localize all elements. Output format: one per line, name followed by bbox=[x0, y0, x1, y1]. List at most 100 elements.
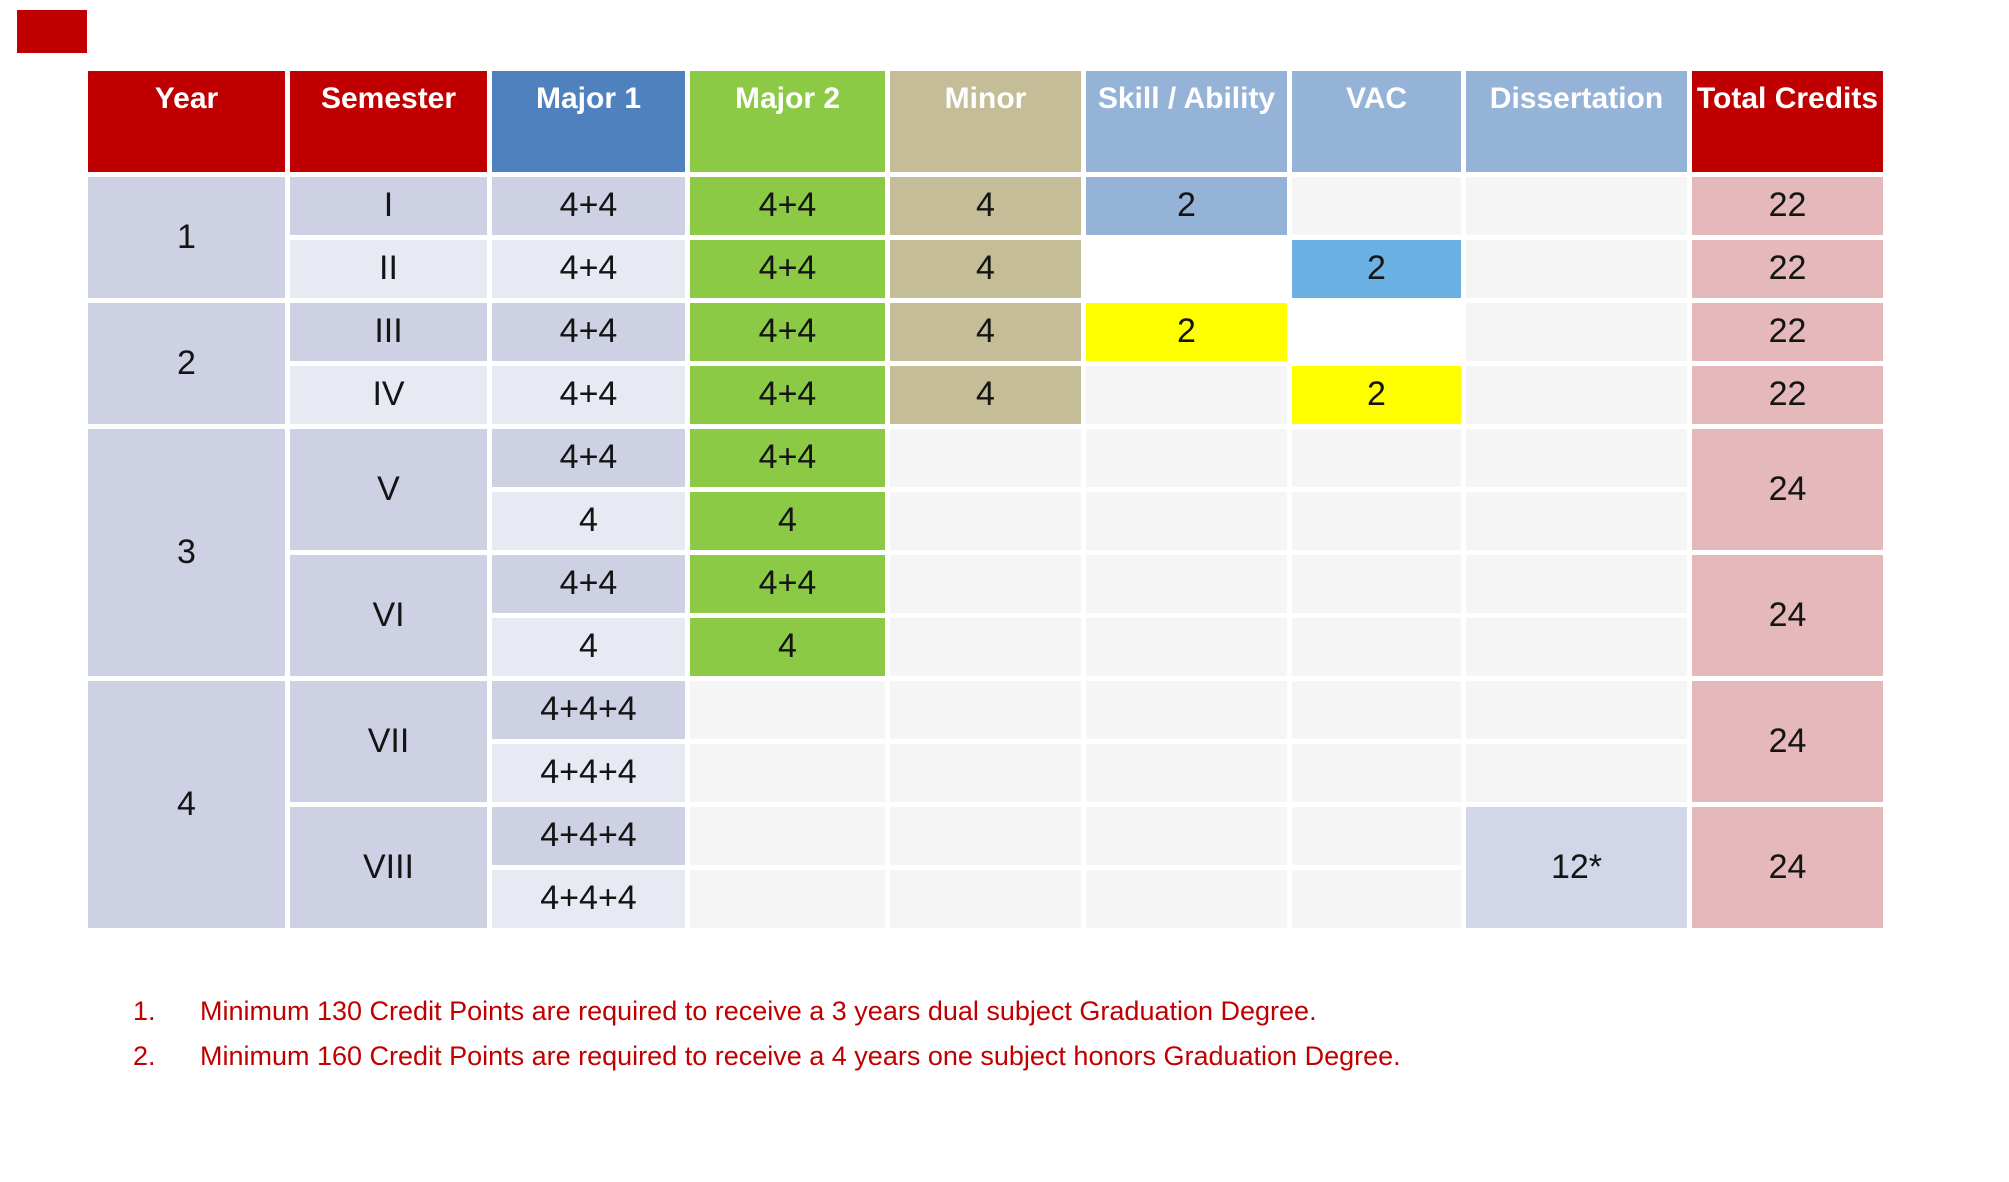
cell-vac-sem7b-empty bbox=[1292, 744, 1461, 802]
col-header-minor: Minor bbox=[890, 71, 1081, 172]
cell-minor-sem8a-empty bbox=[890, 807, 1081, 865]
cell-dissertation-sem7a-empty bbox=[1466, 681, 1687, 739]
cell-skill-sem6a-empty bbox=[1086, 555, 1287, 613]
cell-major2-sem5a: 4+4 bbox=[690, 429, 885, 487]
cell-major2-sem1: 4+4 bbox=[690, 177, 885, 235]
cell-major1-sem6b: 4 bbox=[492, 618, 685, 676]
cell-dissertation-sem5a-empty bbox=[1466, 429, 1687, 487]
cell-dissertation-sem5b-empty bbox=[1466, 492, 1687, 550]
cell-vac-sem6a-empty bbox=[1292, 555, 1461, 613]
footnote-2-number: 2. bbox=[133, 1041, 156, 1072]
row-sem-8a: VIII 4+4+4 12* 24 bbox=[88, 807, 1883, 928]
row-sem-2: II 4+4 4+4 4 2 22 bbox=[88, 240, 1883, 298]
cell-minor-sem7a-empty bbox=[890, 681, 1081, 739]
cell-minor-sem3: 4 bbox=[890, 303, 1081, 361]
cell-vac-sem4: 2 bbox=[1292, 366, 1461, 424]
cell-total-sem1: 22 bbox=[1692, 177, 1883, 235]
cell-major1-sem6a: 4+4 bbox=[492, 555, 685, 613]
cell-vac-sem2: 2 bbox=[1292, 240, 1461, 298]
cell-minor-sem8b-empty bbox=[890, 870, 1081, 928]
cell-skill-sem5b-empty bbox=[1086, 492, 1287, 550]
cell-dissertation-sem4-empty bbox=[1466, 366, 1687, 424]
cell-total-sem4: 22 bbox=[1692, 366, 1883, 424]
cell-total-sem5: 24 bbox=[1692, 429, 1883, 550]
cell-major1-sem2: 4+4 bbox=[492, 240, 685, 298]
col-header-semester: Semester bbox=[290, 71, 487, 172]
cell-major2-sem8a-empty bbox=[690, 807, 885, 865]
cell-major2-sem6b: 4 bbox=[690, 618, 885, 676]
cell-semester-vii: VII bbox=[290, 681, 487, 802]
cell-vac-sem1-empty bbox=[1292, 177, 1461, 235]
cell-minor-sem6a-empty bbox=[890, 555, 1081, 613]
cell-skill-sem3: 2 bbox=[1086, 303, 1287, 361]
cell-vac-sem7a-empty bbox=[1292, 681, 1461, 739]
cell-vac-sem5b-empty bbox=[1292, 492, 1461, 550]
header-row: Year Semester Major 1 Major 2 Minor Skil… bbox=[88, 71, 1883, 172]
cell-skill-sem2-empty bbox=[1086, 240, 1287, 298]
cell-major2-sem4: 4+4 bbox=[690, 366, 885, 424]
cell-minor-sem7b-empty bbox=[890, 744, 1081, 802]
red-accent-rectangle bbox=[17, 10, 87, 53]
col-header-dissertation: Dissertation bbox=[1466, 71, 1687, 172]
cell-major2-sem7b-empty bbox=[690, 744, 885, 802]
footnote-2: 2. Minimum 160 Credit Points are require… bbox=[133, 1038, 1401, 1074]
cell-major2-sem5b: 4 bbox=[690, 492, 885, 550]
cell-skill-sem6b-empty bbox=[1086, 618, 1287, 676]
cell-semester-viii: VIII bbox=[290, 807, 487, 928]
cell-minor-sem1: 4 bbox=[890, 177, 1081, 235]
cell-total-sem6: 24 bbox=[1692, 555, 1883, 676]
cell-major1-sem3: 4+4 bbox=[492, 303, 685, 361]
cell-major1-sem4: 4+4 bbox=[492, 366, 685, 424]
cell-semester-vi: VI bbox=[290, 555, 487, 676]
cell-minor-sem6b-empty bbox=[890, 618, 1081, 676]
cell-dissertation-sem8: 12* bbox=[1466, 807, 1687, 928]
cell-skill-sem5a-empty bbox=[1086, 429, 1287, 487]
col-header-skill-ability: Skill / Ability bbox=[1086, 71, 1287, 172]
col-header-vac: VAC bbox=[1292, 71, 1461, 172]
cell-skill-sem7b-empty bbox=[1086, 744, 1287, 802]
cell-year-3: 3 bbox=[88, 429, 285, 676]
cell-year-1: 1 bbox=[88, 177, 285, 298]
cell-year-2: 2 bbox=[88, 303, 285, 424]
cell-total-sem2: 22 bbox=[1692, 240, 1883, 298]
cell-semester-ii: II bbox=[290, 240, 487, 298]
cell-dissertation-sem3-empty bbox=[1466, 303, 1687, 361]
cell-total-sem7: 24 bbox=[1692, 681, 1883, 802]
cell-major1-sem7b: 4+4+4 bbox=[492, 744, 685, 802]
col-header-major2: Major 2 bbox=[690, 71, 885, 172]
row-sem-4: IV 4+4 4+4 4 2 22 bbox=[88, 366, 1883, 424]
cell-major1-sem1: 4+4 bbox=[492, 177, 685, 235]
footnote-1-text: Minimum 130 Credit Points are required t… bbox=[200, 996, 1317, 1026]
cell-major2-sem2: 4+4 bbox=[690, 240, 885, 298]
row-sem-8b: 4+4+4 bbox=[88, 870, 1883, 928]
row-sem-6a: VI 4+4 4+4 24 bbox=[88, 555, 1883, 676]
footnotes: 1. Minimum 130 Credit Points are require… bbox=[133, 993, 1401, 1083]
cell-major1-sem7a: 4+4+4 bbox=[492, 681, 685, 739]
cell-major1-sem5a: 4+4 bbox=[492, 429, 685, 487]
cell-minor-sem4: 4 bbox=[890, 366, 1081, 424]
cell-semester-iii: III bbox=[290, 303, 487, 361]
cell-major2-sem8b-empty bbox=[690, 870, 885, 928]
cell-major2-sem6a: 4+4 bbox=[690, 555, 885, 613]
cell-skill-sem1: 2 bbox=[1086, 177, 1287, 235]
cell-major1-sem8b: 4+4+4 bbox=[492, 870, 685, 928]
row-sem-7b: 4+4+4 bbox=[88, 744, 1883, 802]
cell-dissertation-sem1-empty bbox=[1466, 177, 1687, 235]
cell-total-sem8: 24 bbox=[1692, 807, 1883, 928]
cell-major1-sem8a: 4+4+4 bbox=[492, 807, 685, 865]
cell-skill-sem4-empty bbox=[1086, 366, 1287, 424]
cell-vac-sem8a-empty bbox=[1292, 807, 1461, 865]
row-sem-3: 2 III 4+4 4+4 4 2 22 bbox=[88, 303, 1883, 424]
cell-vac-sem8b-empty bbox=[1292, 870, 1461, 928]
row-sem-6b: 4 4 bbox=[88, 618, 1883, 676]
row-sem-1: 1 I 4+4 4+4 4 2 22 bbox=[88, 177, 1883, 298]
cell-major2-sem7a-empty bbox=[690, 681, 885, 739]
cell-vac-sem5a-empty bbox=[1292, 429, 1461, 487]
cell-semester-v: V bbox=[290, 429, 487, 550]
cell-minor-sem2: 4 bbox=[890, 240, 1081, 298]
cell-skill-sem8a-empty bbox=[1086, 807, 1287, 865]
cell-semester-iv: IV bbox=[290, 366, 487, 424]
col-header-major1: Major 1 bbox=[492, 71, 685, 172]
col-header-total-credits: Total Credits bbox=[1692, 71, 1883, 172]
row-sem-5b: 4 4 bbox=[88, 492, 1883, 550]
